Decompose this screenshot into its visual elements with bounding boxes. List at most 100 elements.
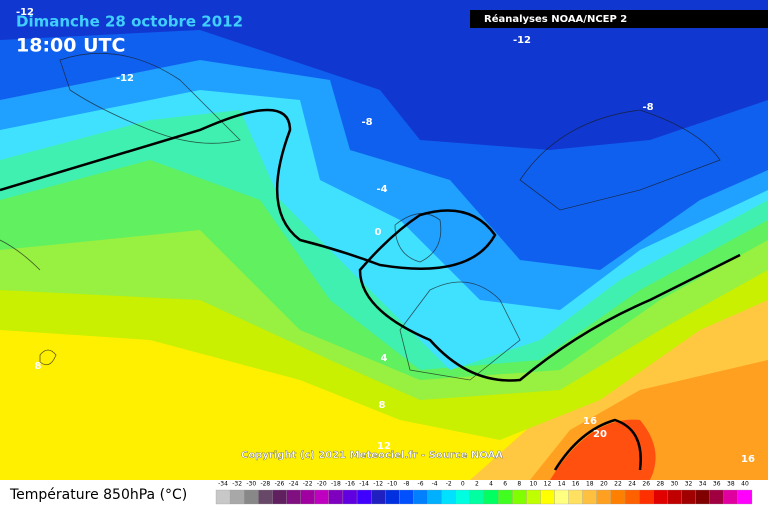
colorbar-swatch [272, 489, 287, 505]
colorbar-tick-label: 30 [671, 481, 679, 488]
colorbar-tick-label: -32 [232, 481, 242, 488]
colorbar-swatch [568, 489, 583, 505]
british-isles [394, 213, 442, 263]
colorbar-swatch [624, 489, 640, 505]
colorbar-tick-label: 10 [530, 481, 538, 488]
temperature-field [0, 0, 768, 480]
colorbar-tick-label: 34 [699, 481, 707, 488]
colorbar-tick-label: -28 [260, 481, 270, 488]
contour-label: 12 [377, 441, 391, 452]
colorbar-tick-label: -12 [373, 481, 383, 488]
colorbar-swatch [286, 489, 301, 505]
colorbar-tick-label: -20 [317, 481, 327, 488]
colorbar-swatch [582, 489, 597, 505]
colorbar-swatch [215, 489, 231, 505]
isotherm-zero [0, 108, 741, 382]
scandinavia [519, 109, 721, 211]
colorbar-swatch [639, 489, 654, 505]
isotherms [0, 108, 741, 471]
source-box [470, 10, 768, 28]
colorbar-swatch [526, 489, 541, 505]
colorbar-swatch [596, 489, 612, 505]
colorbar-tick-label: 6 [503, 481, 507, 488]
colorbar: -34 -32 -30 -28 -26 -24 -22 -20 -18 -16 -14 -12 -10-… [215, 481, 753, 505]
colorbar-tick-label: 8 [517, 481, 521, 488]
north-america [0, 239, 41, 271]
colorbar-swatch [709, 489, 724, 505]
colorbar-swatch [427, 489, 442, 505]
colorbar-swatch [371, 489, 386, 505]
colorbar-tick-label: 22 [614, 481, 622, 488]
colorbar-swatch [244, 489, 259, 505]
contour-label: 16 [583, 416, 597, 427]
contour-label: 8 [35, 361, 42, 372]
colorbar-swatch [441, 489, 456, 505]
colorbar-tick-label: 24 [628, 481, 636, 488]
island [39, 349, 57, 366]
colorbar-swatch [342, 489, 358, 505]
colorbar-tick-label: -10 [387, 481, 397, 488]
contour-labels: -12 -12 -12 -8 -8 -4 0 4 8 8 12 16 20 16 [16, 7, 755, 465]
colorbar-swatch [554, 489, 569, 505]
field-red [550, 419, 656, 480]
greenland [59, 52, 241, 144]
colorbar-swatch [258, 489, 273, 505]
colorbar-swatch [469, 489, 485, 505]
contour-label: 0 [375, 227, 382, 238]
colorbar-swatch [610, 489, 626, 505]
colorbar-swatch [399, 489, 414, 505]
colorbar-tick-label: -34 [218, 481, 228, 488]
colorbar-swatch [512, 489, 527, 505]
colorbar-tick-label: 4 [489, 481, 493, 488]
contour-label: -8 [361, 117, 372, 128]
colorbar-swatch [314, 489, 329, 505]
colorbar-tick-label: -14 [359, 481, 369, 488]
europe [399, 281, 521, 381]
colorbar-tick-label: -16 [345, 481, 355, 488]
copyright: Copyright (c) 2021 Meteociel.fr - Source… [241, 450, 503, 461]
colorbar-swatch [356, 489, 372, 505]
colorbar-tick-label: 38 [727, 481, 735, 488]
coastlines [0, 52, 721, 381]
colorbar-swatch [229, 489, 245, 505]
colorbar-tick-label: -26 [275, 481, 285, 488]
map-time: 18:00 UTC [16, 35, 125, 57]
colorbar-swatch [497, 489, 513, 505]
colorbar-tick-label: 2 [475, 481, 479, 488]
colorbar-tick-label: 40 [741, 481, 749, 488]
colorbar-swatch [653, 489, 668, 505]
contour-label: -12 [116, 73, 134, 84]
isotherm-twenty [553, 418, 642, 471]
colorbar-tick-label: -4 [432, 481, 438, 488]
colorbar-tick-label: 16 [572, 481, 580, 488]
colorbar-tick-label: 12 [544, 481, 552, 488]
colorbar-tick-label: -22 [303, 481, 313, 488]
colorbar-tick-label: -18 [331, 481, 341, 488]
colorbar-swatch [695, 489, 710, 505]
colorbar-tick-label: 20 [600, 481, 608, 488]
field-band [0, 0, 768, 150]
contour-label: -4 [376, 184, 387, 195]
colorbar-swatch [300, 489, 315, 505]
contour-label: -12 [513, 35, 531, 46]
colorbar-swatch [483, 489, 499, 505]
colorbar-tick-label: -24 [289, 481, 299, 488]
colorbar-swatch [385, 489, 400, 505]
colorbar-swatch [328, 489, 344, 505]
legend-title: Température 850hPa (°C) [9, 487, 187, 503]
contour-label: 20 [593, 429, 607, 440]
map-date: Dimanche 28 octobre 2012 [16, 13, 243, 31]
colorbar-swatch [540, 489, 555, 505]
colorbar-swatch [455, 489, 471, 505]
colorbar-tick-label: 14 [558, 481, 566, 488]
colorbar-tick-label: 18 [586, 481, 594, 488]
colorbar-tick-label: -8 [403, 481, 409, 488]
colorbar-tick-label: 28 [656, 481, 664, 488]
colorbar-swatch [723, 489, 739, 505]
colorbar-tick-label: -2 [446, 481, 452, 488]
colorbar-swatch [413, 489, 428, 505]
contour-label: -8 [642, 102, 653, 113]
colorbar-tick-label: 0 [461, 481, 465, 488]
colorbar-swatch [737, 489, 753, 505]
